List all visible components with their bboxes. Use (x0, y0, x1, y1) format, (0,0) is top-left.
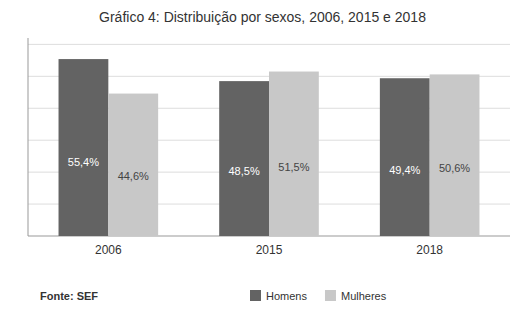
chart-container: Gráfico 4: Distribuição por sexos, 2006,… (0, 0, 525, 312)
bar (219, 81, 269, 236)
data-label: 51,5% (278, 161, 309, 173)
chart-title: Gráfico 4: Distribuição por sexos, 2006,… (99, 9, 426, 25)
legend-swatch (325, 290, 336, 301)
grid-line (28, 44, 510, 45)
bar (430, 74, 480, 236)
data-label: 55,4% (68, 156, 99, 168)
bars (59, 59, 480, 236)
x-tick-label: 2015 (256, 243, 283, 257)
chart-svg: Gráfico 4: Distribuição por sexos, 2006,… (0, 0, 525, 312)
bar (269, 72, 319, 236)
x-tick-label: 2006 (95, 243, 122, 257)
bar (108, 94, 158, 236)
data-labels: 55,4% 48,5% 49,4% 44,6% 51,5% 50,6% (68, 156, 471, 182)
legend-label: Mulheres (341, 290, 387, 302)
data-label: 50,6% (439, 162, 470, 174)
annotation: Fonte: SEF (40, 290, 98, 302)
y-axis-line (28, 38, 29, 236)
data-label: 44,6% (118, 170, 149, 182)
x-tick-label: 2018 (416, 243, 443, 257)
bar (59, 59, 109, 236)
data-label: 48,5% (228, 165, 259, 177)
bar (380, 78, 430, 236)
legend: Homens Mulheres (250, 290, 387, 302)
legend-swatch (250, 290, 261, 301)
legend-label: Homens (266, 290, 307, 302)
data-label: 49,4% (389, 164, 420, 176)
